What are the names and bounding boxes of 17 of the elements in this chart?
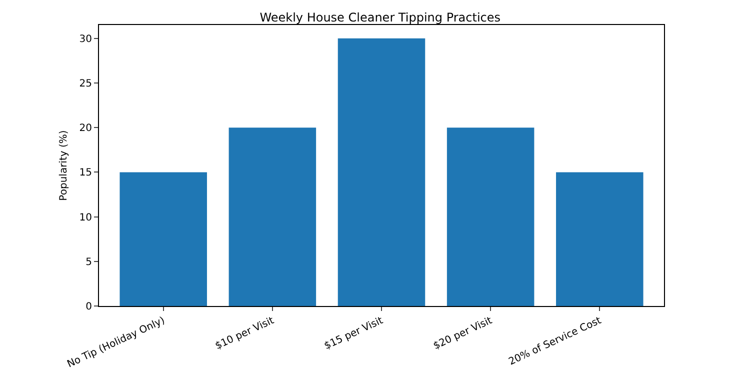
x-tick-label: $20 per Visit <box>432 315 494 352</box>
y-tick-label: 5 <box>86 256 92 268</box>
x-tick-label: $10 per Visit <box>214 315 276 352</box>
chart-title: Weekly House Cleaner Tipping Practices <box>260 10 501 24</box>
bar <box>556 172 644 306</box>
y-tick-label: 15 <box>79 168 92 179</box>
y-tick-label: 10 <box>79 212 92 224</box>
y-tick-label: 20 <box>79 123 92 134</box>
bar <box>120 172 207 306</box>
bar <box>228 128 316 306</box>
bar <box>338 38 426 306</box>
bar <box>446 128 534 306</box>
x-tick-label: $15 per Visit <box>322 315 385 352</box>
y-axis-title: Popularity (%) <box>58 130 70 201</box>
y-tick-label: 0 <box>86 302 92 312</box>
y-tick-label: 30 <box>79 34 92 45</box>
y-tick-label: 25 <box>79 78 92 90</box>
